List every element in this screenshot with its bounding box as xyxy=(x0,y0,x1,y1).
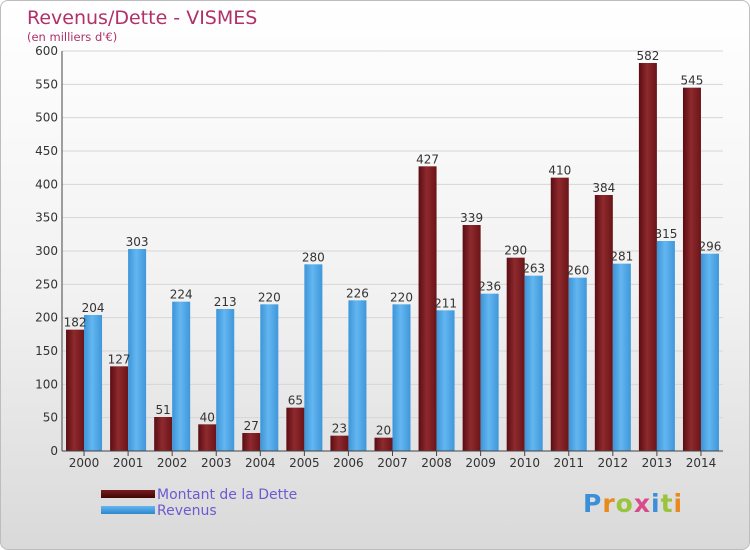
y-tick-label: 0 xyxy=(50,444,58,458)
data-label-revenus: 260 xyxy=(566,264,589,278)
data-label-dette: 410 xyxy=(548,164,571,178)
bar-dette xyxy=(418,166,437,452)
data-label-dette: 40 xyxy=(200,410,215,424)
data-label-revenus: 281 xyxy=(610,250,633,264)
y-tick-label: 150 xyxy=(35,344,58,358)
bar-revenus xyxy=(304,264,323,451)
x-tick-label: 2012 xyxy=(598,456,629,470)
x-tick-label: 2002 xyxy=(157,456,188,470)
bar-dette xyxy=(682,87,701,452)
y-tick-label: 500 xyxy=(35,111,58,125)
bar-revenus xyxy=(172,301,191,451)
data-label-revenus: 226 xyxy=(346,286,369,300)
y-tick-label: 400 xyxy=(35,177,58,191)
data-label-revenus: 224 xyxy=(170,288,193,302)
bar-dette xyxy=(66,329,85,451)
data-label-revenus: 296 xyxy=(699,240,722,254)
legend-label-dette: Montant de la Dette xyxy=(157,487,298,503)
bar-dette xyxy=(242,433,261,451)
bar-revenus xyxy=(128,249,147,451)
bar-dette xyxy=(506,257,525,451)
y-tick-label: 300 xyxy=(35,244,58,258)
data-label-revenus: 303 xyxy=(126,235,149,249)
x-tick-label: 2003 xyxy=(201,456,232,470)
data-label-revenus: 220 xyxy=(390,290,413,304)
data-label-dette: 182 xyxy=(64,316,87,330)
chart-subtitle: (en milliers d'€) xyxy=(27,30,118,44)
data-label-revenus: 220 xyxy=(258,290,281,304)
bar-revenus xyxy=(216,309,235,451)
bar-revenus xyxy=(392,304,411,451)
y-tick-label: 200 xyxy=(35,311,58,325)
y-tick-label: 100 xyxy=(35,377,58,391)
x-tick-label: 2000 xyxy=(69,456,100,470)
data-label-revenus: 263 xyxy=(522,262,545,276)
data-label-dette: 27 xyxy=(244,419,259,433)
data-label-dette: 23 xyxy=(332,422,347,436)
data-label-dette: 51 xyxy=(156,403,171,417)
x-tick-label: 2010 xyxy=(509,456,540,470)
legend-swatch-dette xyxy=(101,490,155,498)
proxiti-logo: Proxiti xyxy=(583,489,684,518)
bar-dette xyxy=(594,195,613,451)
bar-revenus xyxy=(348,300,367,451)
data-label-revenus: 211 xyxy=(434,296,457,310)
bar-revenus xyxy=(612,263,631,451)
bar-revenus xyxy=(480,293,499,451)
data-label-revenus: 315 xyxy=(654,227,677,241)
x-tick-label: 2006 xyxy=(333,456,364,470)
data-label-dette: 65 xyxy=(288,394,303,408)
x-tick-label: 2008 xyxy=(421,456,452,470)
data-label-dette: 127 xyxy=(108,352,131,366)
y-tick-label: 50 xyxy=(43,411,58,425)
data-label-dette: 20 xyxy=(376,424,391,438)
x-tick-label: 2001 xyxy=(113,456,144,470)
bar-dette xyxy=(154,417,173,451)
bar-dette xyxy=(330,435,349,451)
bar-revenus xyxy=(568,277,587,451)
y-tick-label: 350 xyxy=(35,211,58,225)
bar-dette xyxy=(462,225,481,451)
x-tick-label: 2011 xyxy=(553,456,584,470)
y-tick-label: 600 xyxy=(35,44,58,58)
y-tick-label: 450 xyxy=(35,144,58,158)
bar-dette xyxy=(198,424,217,451)
x-tick-label: 2013 xyxy=(642,456,673,470)
data-label-revenus: 213 xyxy=(214,295,237,309)
bar-revenus xyxy=(656,241,675,451)
data-label-dette: 427 xyxy=(416,152,439,166)
legend-label-revenus: Revenus xyxy=(157,503,217,519)
data-label-dette: 290 xyxy=(504,244,527,258)
bar-dette xyxy=(638,63,657,451)
data-label-revenus: 280 xyxy=(302,250,325,264)
x-tick-label: 2004 xyxy=(245,456,276,470)
x-tick-label: 2005 xyxy=(289,456,320,470)
bar-revenus xyxy=(84,315,103,451)
data-label-dette: 339 xyxy=(460,211,483,225)
x-tick-label: 2007 xyxy=(377,456,408,470)
bar-revenus xyxy=(260,304,279,451)
bar-revenus xyxy=(436,310,455,451)
bar-dette xyxy=(286,407,305,451)
data-label-dette: 582 xyxy=(636,49,659,63)
data-label-revenus: 236 xyxy=(478,280,501,294)
x-tick-label: 2009 xyxy=(465,456,496,470)
data-label-dette: 545 xyxy=(681,74,704,88)
bar-dette xyxy=(374,437,393,451)
y-tick-label: 550 xyxy=(35,77,58,91)
chart-title: Revenus/Dette - VISMES xyxy=(27,7,258,29)
bar-revenus xyxy=(700,253,719,451)
legend-swatch-revenus xyxy=(101,506,155,514)
x-tick-label: 2014 xyxy=(686,456,717,470)
bar-dette xyxy=(110,366,129,451)
data-label-dette: 384 xyxy=(592,181,615,195)
bar-dette xyxy=(550,177,569,451)
y-tick-label: 250 xyxy=(35,277,58,291)
data-label-revenus: 204 xyxy=(82,301,105,315)
bar-revenus xyxy=(524,275,543,451)
